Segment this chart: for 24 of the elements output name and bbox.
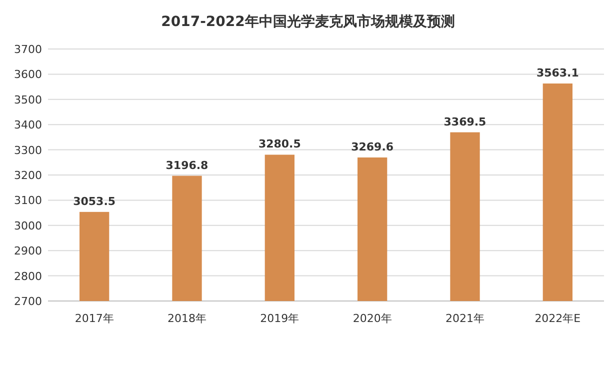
x-tick-label: 2018年 — [168, 312, 206, 325]
y-tick-label: 3200 — [14, 169, 42, 182]
y-tick-label: 3400 — [14, 118, 42, 132]
y-tick-label: 3300 — [14, 144, 42, 157]
data-label: 3269.6 — [351, 140, 394, 154]
data-label: 3280.5 — [258, 138, 301, 151]
y-tick-label: 3600 — [14, 68, 42, 82]
y-tick-label: 2900 — [14, 244, 42, 258]
x-tick-label: 2020年 — [352, 312, 392, 325]
y-tick-label: 2700 — [14, 295, 42, 308]
data-label: 3196.8 — [166, 158, 208, 172]
chart-title: 2017-2022年中国光学麦克风市场规模及预测 — [161, 13, 455, 30]
data-label: 3563.1 — [536, 66, 579, 80]
y-tick-label: 2800 — [14, 270, 42, 283]
y-tick-label: 3500 — [14, 93, 42, 106]
y-tick-label: 3100 — [14, 194, 42, 208]
data-label: 3369.5 — [444, 115, 486, 128]
x-tick-label: 2022年E — [534, 312, 581, 325]
data-label: 3053.5 — [73, 194, 116, 208]
y-tick-label: 3700 — [14, 43, 42, 56]
x-tick-label: 2017年 — [74, 312, 114, 325]
x-tick-label: 2019年 — [260, 312, 300, 325]
x-tick-label: 2021年 — [446, 312, 484, 325]
y-tick-label: 3000 — [14, 219, 42, 232]
